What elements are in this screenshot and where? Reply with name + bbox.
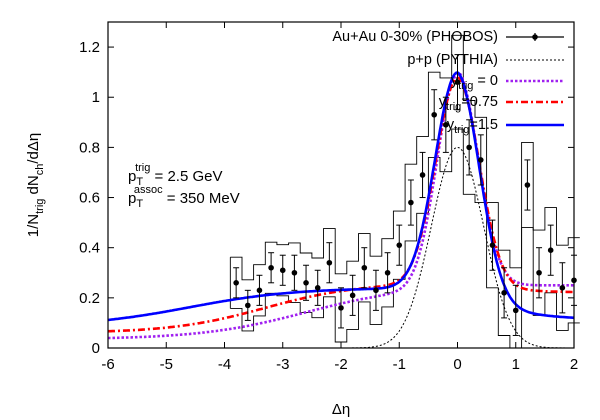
legend-label-ytrig-0: ytrig = 0: [451, 73, 498, 92]
data-point: [408, 199, 414, 206]
x-axis-label: Δη: [332, 401, 350, 418]
legend-label-ytrig-15: ytrig=1.5: [447, 117, 498, 136]
x-tick-label: -3: [276, 356, 289, 373]
legend-label-phobos: Au+Au 0-30% (PHOBOS): [332, 29, 498, 45]
curve-ytrig-075: [107, 76, 574, 333]
data-point: [443, 122, 449, 128]
data-point: [547, 247, 554, 253]
data-point: [396, 242, 403, 248]
data-point: [501, 290, 507, 296]
legend-label-pythia: p+p (PYTHIA): [407, 52, 498, 68]
x-tick-label: 1: [512, 356, 520, 373]
data-point: [524, 182, 531, 188]
x-tick-label: -6: [101, 356, 114, 373]
data-point: [291, 269, 298, 276]
y-tick-label: 0.8: [79, 139, 100, 156]
y-axis-label: 1/Ntrig dNch/dΔη: [25, 133, 46, 237]
data-point: [373, 287, 379, 294]
data-point: [536, 269, 542, 276]
data-point: [512, 307, 519, 314]
data-point: [478, 157, 484, 163]
data-point: [338, 305, 344, 311]
legend-marker-phobos-dot: [532, 34, 538, 40]
data-point: [384, 269, 391, 276]
x-tick-label: 2: [570, 356, 578, 373]
data-point: [454, 79, 461, 85]
x-tick-label: -1: [393, 356, 406, 373]
data-point: [256, 287, 263, 294]
y-tick-label: 0.4: [79, 240, 100, 257]
data-point: [314, 285, 321, 291]
y-tick-label: 0.2: [79, 290, 100, 307]
axis-ticks: -6 -5 -4 -3 -2 -1 0 1 2 0 0.2 0.4 0.6 0.8 1 1.2: [79, 22, 578, 373]
data-point: [559, 285, 566, 291]
annotation-pt-trig: pTtrig = 2.5 GeV: [128, 162, 223, 188]
annotations: pTtrig = 2.5 GeV pTassoc = 350 MeV: [128, 162, 240, 210]
data-point: [349, 292, 356, 299]
annotation-pt-assoc: pTassoc = 350 MeV: [128, 184, 240, 210]
data-point: [466, 144, 472, 151]
x-tick-label: 0: [453, 356, 461, 373]
y-tick-label: 1.2: [79, 39, 100, 56]
y-tick-label: 0: [92, 340, 100, 357]
x-tick-label: -4: [218, 356, 231, 373]
data-point: [245, 302, 251, 309]
x-tick-label: -5: [160, 356, 173, 373]
legend-label-ytrig-075: ytrig=0.75: [439, 94, 498, 113]
data-point: [489, 242, 496, 248]
data-point: [279, 267, 286, 274]
data-point: [431, 111, 438, 118]
data-point: [419, 172, 426, 178]
y-tick-label: 1: [92, 89, 100, 106]
data-point: [268, 264, 274, 271]
legend: Au+Au 0-30% (PHOBOS) p+p (PYTHIA) ytrig …: [332, 29, 564, 136]
data-point: [326, 259, 333, 266]
data-point: [303, 280, 309, 286]
x-tick-label: -2: [334, 356, 347, 373]
data-point: [233, 280, 239, 286]
data-point: [361, 264, 368, 271]
y-tick-label: 0.6: [79, 190, 100, 207]
